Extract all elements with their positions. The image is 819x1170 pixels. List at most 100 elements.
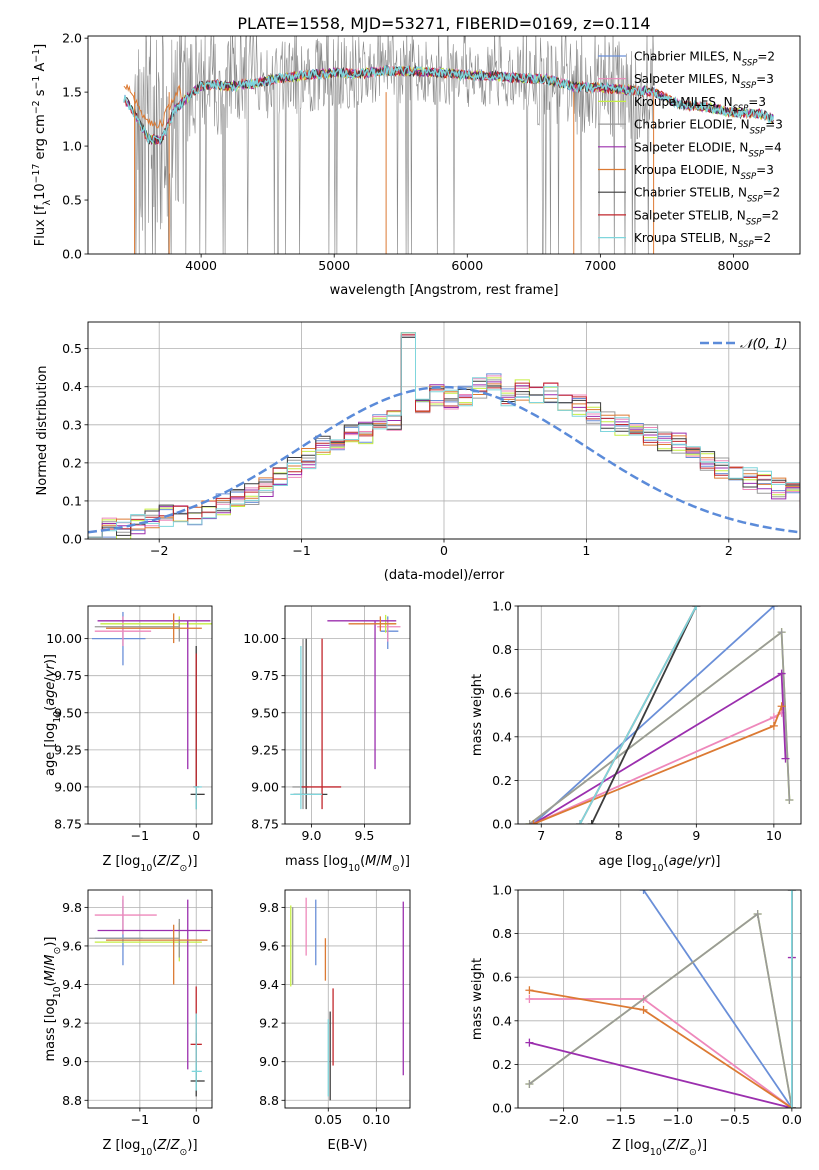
x-axis-label: Z [log10(Z/Z⊙)] [102,1138,197,1158]
weight-line [533,712,783,824]
y-tick-label: 10.00 [243,631,279,646]
x-tick-label: −1.0 [663,1112,693,1127]
label-part: / [43,965,58,970]
x-axis-label: Z [log10(Z/Z⊙)] [102,854,197,874]
x-tick-label: −2.0 [548,1112,578,1127]
y-tick-label: 9.0 [62,1054,82,1069]
label-part: / [166,854,171,869]
y-tick-label: 0.8 [492,926,512,941]
weight-marker [525,820,534,824]
histogram-series [88,332,800,538]
axes-frame: −2 −1 0 1 2 0.0 0.1 0.2 0.3 0.4 0.5 [62,321,801,558]
y-tick-label: 1.5 [62,85,82,100]
label-part: ⊙ [52,947,63,955]
y-axis-label: mass weight [470,674,485,756]
legend-label-tail: =2 [757,50,775,64]
x-tick-label: −1.5 [606,1112,636,1127]
weight-marker [576,820,585,824]
y-tick-label: 9.00 [54,779,82,794]
label-part: ( [664,854,669,869]
x-axis-label: (data-model)/error [384,568,505,583]
label-part: ( [152,854,157,869]
y-tick-label: 9.4 [259,977,279,992]
y-tick-label: 9.8 [62,900,82,915]
label-part: )] [710,854,720,869]
x-tick-label: 1 [582,543,590,558]
chart-layer: 4000 5000 6000 7000 80000.00.51.01.52.0wavel… [31,31,802,1158]
label-part: erg cm [33,114,48,163]
label-part: ( [152,1138,157,1153]
label-part: ⊙ [392,863,400,874]
x-tick-label: −1 [292,543,310,558]
label-part: M [381,854,392,869]
y-tick-label: 9.6 [259,938,279,953]
histogram-series [88,334,800,538]
weight-line [532,606,775,824]
weight-marker [787,890,796,894]
legend-label-tail: =3 [756,72,774,86]
panel-age-Z: −1 0 8.75 9.00 9.25 9.50 9.75 10.00 [46,605,213,843]
label-part: 10 [52,986,63,998]
label-part: λ [42,199,53,205]
label-part: (data-model)/error [384,568,505,583]
grid-lines [285,890,410,1108]
legend-label-text: Salpeter MILES, N [634,72,741,86]
axes-border [87,35,801,255]
label-part: Z [679,1138,690,1153]
plot-area [88,332,800,539]
weight-marker [785,796,794,805]
y-tick-label: 9.50 [54,705,82,720]
label-part: 10 [140,863,152,874]
panel-mass-Z: −1 0 8.8 9.0 9.2 9.4 9.6 9.8 [62,889,213,1127]
legend-label-sub: SSP [742,59,758,69]
legend-label-tail: =4 [764,140,782,154]
label-part: M [43,970,58,981]
axes-frame: 9.0 9.5 8.75 9.00 9.25 9.50 9.75 10.00 [243,605,411,843]
x-tick-label: 9.0 [302,828,322,843]
legend-label: Chabrier STELIB, NSSP=2 [634,186,780,205]
y-tick-label: 0.4 [492,1013,512,1028]
legend-label-text: Kroupa STELIB, N [634,231,738,245]
legend-label: Salpeter MILES, NSSP=3 [634,72,774,91]
y-axis-label: Normed distribution [35,366,50,496]
weight-marker [777,628,786,637]
y-tick-label: 9.2 [259,1016,279,1031]
label-part: −1 [31,76,42,90]
label-part: mass [log [43,998,58,1061]
x-tick-label: 7 [537,828,545,843]
weight-line [590,606,698,824]
label-part: / [693,854,698,869]
label-part: )] [43,654,58,664]
legend-label-sub: SSP [747,195,763,205]
label-part: ] [33,44,48,49]
legend-label-tail: =3 [765,118,783,132]
histogram-series [88,334,800,538]
x-tick-label: 0 [440,543,448,558]
weight-marker [753,909,762,918]
label-part: Z [666,1138,677,1153]
weight-line [533,705,783,824]
legend-label-tail: =2 [763,186,781,200]
y-tick-label: 1.0 [492,883,512,898]
plot-area [91,611,212,810]
histogram-series [88,334,800,538]
legend-label-tail: =2 [761,208,779,222]
legend-label-sub: SSP [733,104,749,114]
label-part: 10 [33,183,48,200]
y-tick-label: 9.25 [251,742,279,757]
axes-frame: −1 0 8.8 9.0 9.2 9.4 9.6 9.8 [62,889,213,1127]
y-tick-label: 8.8 [62,1093,82,1108]
panel-residuals: −2 −1 0 1 2 0.0 0.1 0.2 0.3 0.4 0.5 [62,321,801,558]
legend-label: Kroupa MILES, NSSP=3 [634,95,766,114]
y-axis-label: mass weight [470,958,485,1040]
x-tick-label: −1 [131,828,149,843]
label-part: / [166,1138,171,1153]
plot-area [525,890,796,1108]
plot-area [290,897,404,1101]
label-part: ⊙ [180,863,188,874]
y-tick-label: 0.6 [492,970,512,985]
weight-line [533,672,787,824]
x-tick-label: 0.0 [782,1112,802,1127]
label-part: yr [43,662,58,678]
weight-marker [769,721,778,730]
